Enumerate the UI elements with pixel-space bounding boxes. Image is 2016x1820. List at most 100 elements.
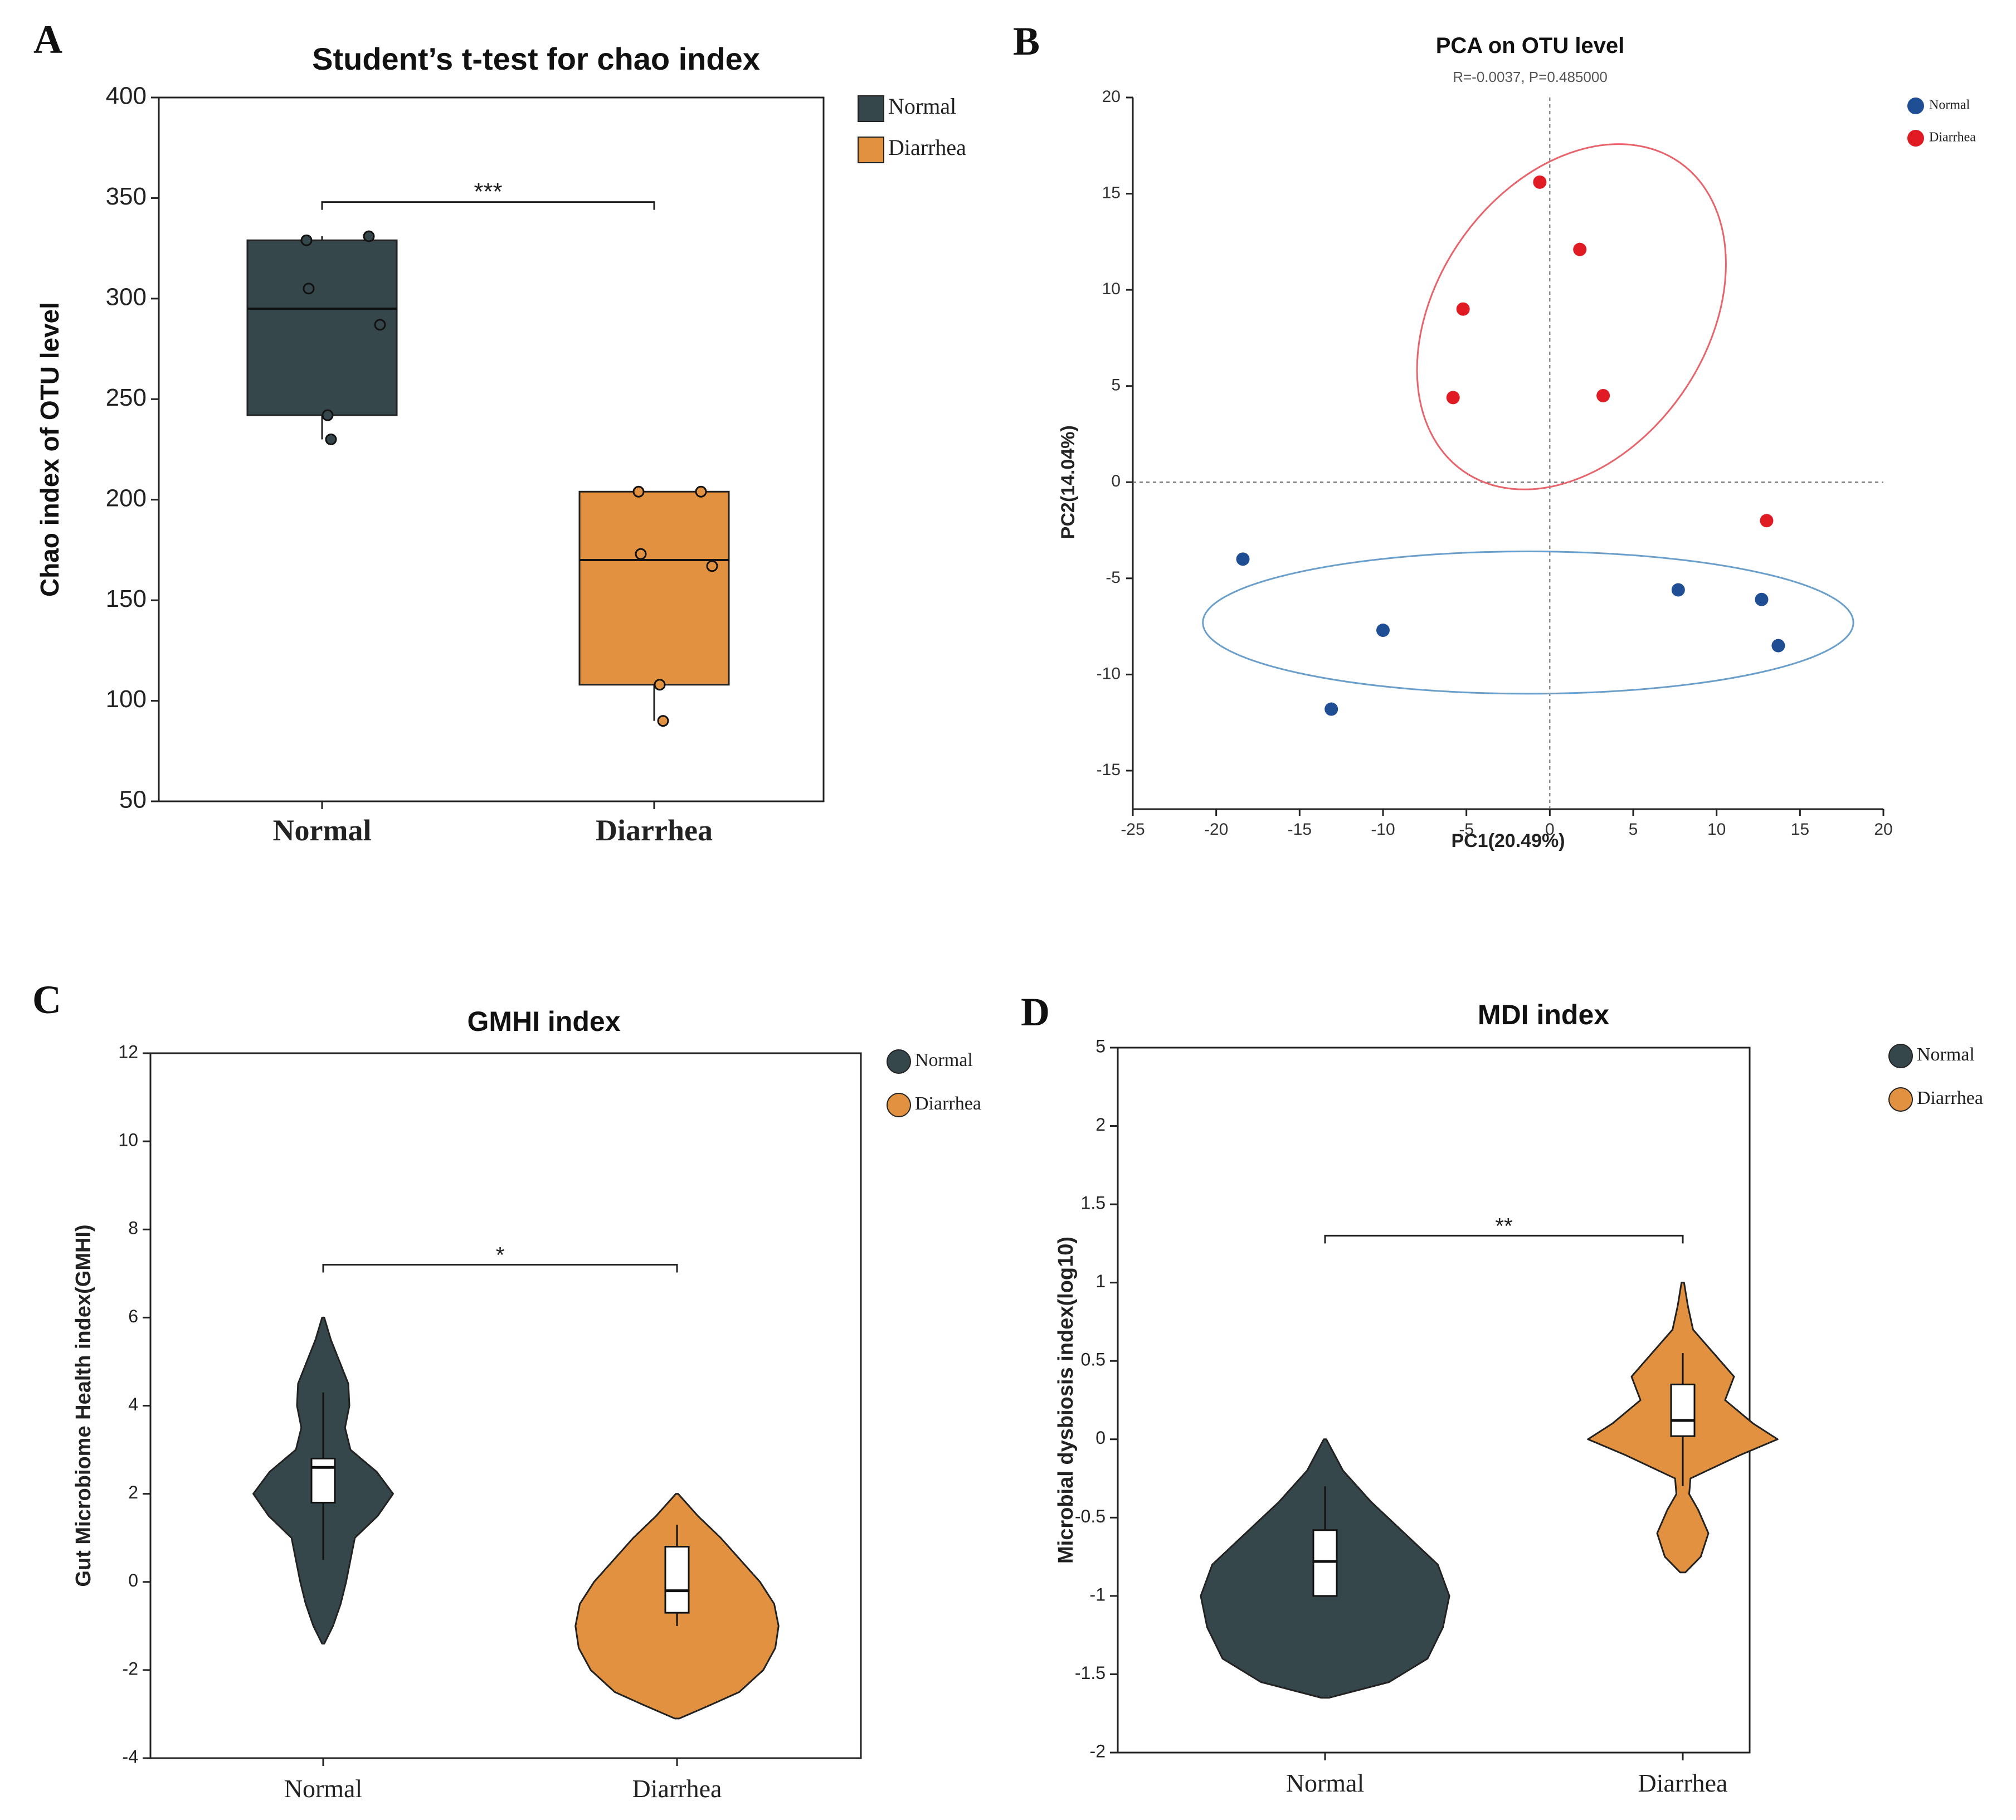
- violin-box-normal: [310, 1457, 336, 1503]
- legend-swatch-diarrhea: [858, 137, 884, 163]
- legend-label-diarrhea: Diarrhea: [1929, 130, 1976, 145]
- data-point: [632, 485, 645, 498]
- y-tick-label: 350: [106, 183, 147, 210]
- panel-a-chao-boxplot: Student’s t-test for chao index Chao inde…: [35, 41, 966, 847]
- legend-label-normal: Normal: [1929, 98, 1970, 113]
- data-point: [322, 409, 334, 421]
- y-tick-label: -0.5: [1075, 1506, 1106, 1526]
- y-tick-label: -1: [1090, 1584, 1106, 1604]
- y-tick-label: 0.5: [1081, 1350, 1106, 1370]
- x-tick-label: 15: [1791, 820, 1809, 839]
- y-tick-label: 400: [106, 82, 147, 110]
- y-tick-label: -10: [1097, 664, 1121, 683]
- x-tick-label: 0: [1545, 820, 1555, 839]
- significance-bracket: [322, 1264, 678, 1273]
- y-tick-label: 2: [1095, 1115, 1106, 1135]
- legend-swatch-normal: [1888, 1044, 1913, 1068]
- data-point: [657, 715, 669, 727]
- x-tick-label: Diarrhea: [632, 1774, 722, 1803]
- data-point: [695, 485, 707, 498]
- y-tick-label: 2: [128, 1482, 138, 1502]
- scatter-point-diarrhea: [1446, 391, 1460, 405]
- scatter-point-diarrhea: [1533, 175, 1547, 189]
- y-tick-label: -2: [123, 1658, 138, 1678]
- significance-bracket: [1324, 1234, 1684, 1244]
- legend-swatch-normal: [858, 95, 884, 122]
- x-tick-label: -5: [1459, 820, 1474, 839]
- legend-marker-normal: [1907, 98, 1924, 114]
- legend-swatch-normal: [887, 1049, 911, 1074]
- y-tick-label: 6: [128, 1306, 138, 1326]
- scatter-point-diarrhea: [1596, 388, 1610, 402]
- data-point: [303, 283, 315, 295]
- y-tick-label: 10: [118, 1130, 138, 1150]
- y-axis-label: Gut Microbiome Health index(GMHI): [72, 1224, 95, 1587]
- y-tick-label: 1: [1095, 1271, 1106, 1291]
- panel-d-violin: MDI index Microbial dysbiosis index(log10…: [1054, 999, 1983, 1797]
- legend-swatch-diarrhea: [1888, 1087, 1913, 1112]
- significance-label: *: [496, 1243, 505, 1268]
- x-tick-label: 10: [1707, 820, 1726, 839]
- y-tick-label: -1.5: [1075, 1663, 1106, 1683]
- scatter-point-diarrhea: [1760, 514, 1774, 528]
- chart-title: Student’s t-test for chao index: [312, 41, 760, 76]
- chart-title: GMHI index: [467, 1006, 620, 1037]
- y-tick-label: 12: [118, 1042, 138, 1062]
- panel-c-violin: GMHI index Gut Microbiome Health index(GM…: [72, 1006, 981, 1803]
- box-diarrhea: [578, 490, 730, 686]
- significance-label: ***: [474, 178, 502, 206]
- data-point: [654, 679, 666, 691]
- chart-title: PCA on OTU level: [1436, 33, 1625, 58]
- x-tick-label: Diarrhea: [596, 814, 713, 847]
- legend-label-diarrhea: Diarrhea: [888, 135, 966, 160]
- legend-swatch-diarrhea: [887, 1093, 911, 1117]
- y-tick-label: 15: [1102, 183, 1121, 202]
- y-tick-label: 5: [1111, 376, 1121, 395]
- scatter-point-normal: [1236, 552, 1250, 566]
- violin-box-diarrhea: [1670, 1383, 1696, 1437]
- scatter-point-normal: [1771, 639, 1785, 653]
- x-tick-label: -10: [1371, 820, 1395, 839]
- legend-label-normal: Normal: [915, 1050, 973, 1070]
- confidence-ellipse-diarrhea: [1416, 143, 1727, 490]
- data-point: [374, 319, 386, 331]
- panel-letter-b: B: [1013, 19, 1040, 64]
- y-tick-label: -15: [1097, 761, 1121, 779]
- y-tick-label: 100: [106, 685, 147, 713]
- y-tick-label: 20: [1102, 87, 1121, 106]
- y-tick-label: 0: [128, 1570, 138, 1590]
- y-tick-label: 0: [1095, 1428, 1106, 1448]
- data-point: [363, 230, 375, 242]
- y-tick-label: 250: [106, 384, 147, 411]
- y-tick-label: 200: [106, 484, 147, 512]
- x-axis-label: PC1(20.49%): [1451, 830, 1565, 851]
- y-tick-label: 5: [1095, 1036, 1106, 1056]
- x-tick-label: Normal: [273, 814, 372, 847]
- scatter-point-normal: [1671, 583, 1685, 597]
- y-tick-label: 50: [119, 786, 147, 814]
- legend-label-normal: Normal: [1917, 1044, 1975, 1065]
- y-tick-label: 8: [128, 1218, 138, 1238]
- y-tick-label: 0: [1111, 472, 1121, 490]
- plot-frame: [1117, 1047, 1751, 1754]
- chart-title: MDI index: [1478, 999, 1609, 1030]
- x-tick-label: -20: [1204, 820, 1228, 839]
- panel-letter-d: D: [1021, 990, 1050, 1034]
- legend-label-normal: Normal: [888, 94, 956, 119]
- data-point: [300, 234, 313, 246]
- x-tick-label: 5: [1629, 820, 1638, 839]
- legend-label-diarrhea: Diarrhea: [915, 1093, 981, 1114]
- data-point: [325, 433, 337, 445]
- x-tick-label: Diarrhea: [1638, 1769, 1728, 1797]
- y-tick-label: 300: [106, 283, 147, 310]
- plot-frame: [158, 96, 825, 802]
- panel-letter-a: A: [33, 17, 62, 62]
- scatter-point-normal: [1755, 592, 1769, 606]
- y-tick-label: 10: [1102, 280, 1121, 298]
- y-tick-label: 1.5: [1081, 1193, 1106, 1213]
- y-tick-label: 4: [128, 1394, 138, 1414]
- y-tick-label: 150: [106, 585, 147, 612]
- data-point: [706, 560, 718, 572]
- x-tick-label: -15: [1288, 820, 1312, 839]
